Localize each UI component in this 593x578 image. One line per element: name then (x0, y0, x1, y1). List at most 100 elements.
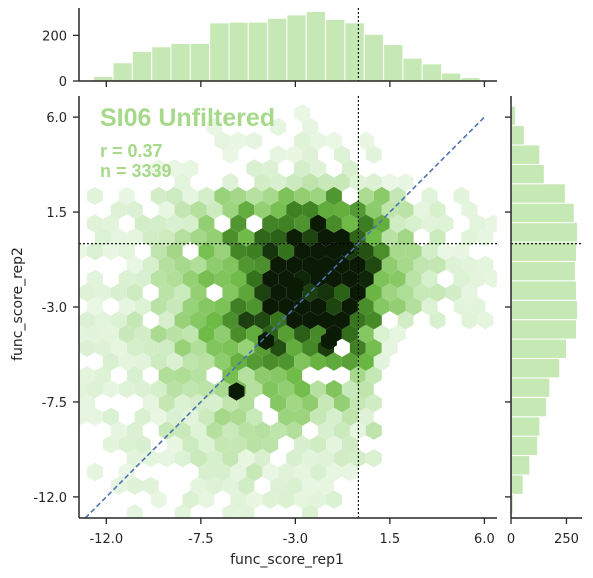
hexbin-cell (222, 476, 239, 495)
hexbin-cell (310, 462, 326, 482)
hexbin-cell (158, 311, 175, 330)
hexbin-cell (270, 393, 287, 413)
hexbin-cell (397, 228, 414, 247)
hexbin-cell (302, 449, 318, 468)
hexbin-cell (310, 297, 326, 316)
hexbin-cell (222, 366, 239, 385)
hexbin-cell (318, 311, 334, 330)
hexbin-cell (477, 255, 494, 275)
hexbin-cell (341, 269, 358, 288)
y-marginal-histogram: 0 250 (505, 96, 582, 547)
hexbin-cell (310, 352, 326, 371)
hexbin-cell (469, 269, 486, 288)
hexbin-cell (158, 421, 175, 440)
hexbin-cell (365, 393, 382, 413)
chart-title: SI06 Unfiltered (100, 104, 275, 132)
hexbin-cell (238, 255, 255, 275)
hexbin-cell (318, 393, 334, 413)
y-hist-bar (510, 280, 577, 301)
hexbin-cell (238, 311, 255, 330)
hexbin-cell (134, 297, 151, 316)
hexbin-cell (294, 131, 311, 150)
hexbin-cell (262, 269, 279, 288)
hexbin-cell (326, 269, 342, 288)
hexbin-cell (198, 297, 215, 316)
hexbin-cell (310, 380, 326, 399)
x-hist-bar (112, 62, 133, 82)
hexbin-cell (110, 200, 127, 219)
hexbin-cell (373, 186, 390, 206)
hexbin-cell (389, 269, 406, 288)
hexbin-cell (357, 407, 374, 426)
y-hist-bar (510, 474, 524, 495)
hexbin-cell (429, 255, 446, 275)
hexbin-cell (397, 173, 414, 192)
hexbin-cell (286, 311, 303, 330)
hexbin-cell (341, 407, 358, 426)
hexbin-cell (373, 269, 390, 288)
hexbin-cell (150, 159, 167, 178)
hexbin-cell (357, 297, 374, 316)
hexbin-cell (126, 366, 143, 385)
hexbin-cell (158, 338, 175, 357)
hexbin-cell (389, 297, 406, 316)
hexbin-cell (397, 255, 414, 275)
hexbin-cell (102, 407, 119, 426)
y-hist-bar (510, 299, 579, 321)
hexbin-cell (222, 228, 239, 247)
hexbin-cell (222, 200, 239, 219)
hexbin-cell (326, 352, 342, 371)
hexbin-cell (302, 200, 318, 219)
hexbin-cell (102, 242, 119, 261)
hexbin-cell (302, 173, 318, 192)
hexbin-cell (182, 159, 199, 178)
hexbin-cell (87, 324, 103, 344)
hexbin-cell (182, 407, 199, 426)
hexbin-cell (381, 228, 398, 247)
hexbin-cell (134, 407, 151, 426)
hexbin-cell (230, 214, 247, 233)
hexbin-cell (238, 228, 255, 247)
hexbin-cell (405, 269, 422, 288)
hexbin-cell (150, 324, 167, 344)
y-tick-label: 1.5 (46, 206, 67, 221)
hexbin-cell (79, 407, 87, 426)
hexbin-cell (230, 352, 247, 371)
hexbin-cell (270, 117, 287, 137)
hexbin-cell (206, 338, 223, 357)
hexbin-cell (246, 269, 263, 288)
hexbin-cell (198, 462, 215, 482)
x-hist-count-label: 200 (42, 29, 67, 44)
hexbin-cell (485, 269, 497, 288)
hexbin-cell (294, 490, 311, 509)
hexbin-cell (102, 352, 119, 371)
hexbin-cell (126, 200, 143, 219)
y-tick-label: -7.5 (42, 396, 67, 411)
hexbin-cell (166, 324, 183, 344)
hexbin-cell-dense (228, 382, 245, 401)
hexbin-cell (246, 490, 263, 509)
hexbin-cell (405, 242, 422, 261)
hexbin-cell (461, 283, 478, 302)
hexbin-cell (190, 311, 207, 330)
hexbin-cell (214, 269, 231, 288)
hexbin-cell (421, 269, 438, 288)
y-hist-bar (510, 338, 567, 359)
hexbin-cell (230, 131, 247, 150)
hexbin-cell (357, 380, 374, 399)
hexbin-cell (174, 200, 191, 219)
hexbin-cell (238, 421, 255, 440)
hexbin-cell (310, 214, 326, 233)
hexbin-cell (79, 393, 95, 413)
hexbin-cell (397, 200, 414, 219)
hexbin-cell (214, 407, 231, 426)
hexbin-cell (174, 338, 191, 357)
hexbin-cell-dense (287, 276, 304, 296)
hexbin-cell (142, 228, 159, 247)
hexbin-cell (126, 228, 143, 247)
hexbin-cell (126, 421, 143, 440)
hexbin-cell (373, 297, 390, 316)
hexbin-cell (278, 297, 295, 316)
hexbin-cell (158, 393, 175, 413)
hexbin-cell (246, 435, 263, 454)
